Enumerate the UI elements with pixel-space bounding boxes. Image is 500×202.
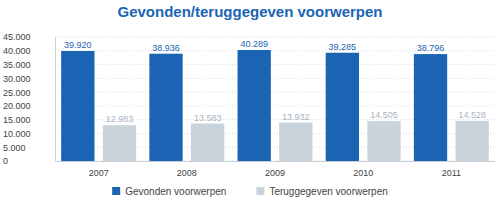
bar — [414, 54, 447, 161]
x-tick-label: 2011 — [442, 168, 461, 178]
data-label: 14.505 — [370, 110, 398, 120]
x-tick-label: 2009 — [265, 168, 285, 178]
title: Gevonden/teruggegeven voorwerpen — [117, 3, 382, 20]
data-labels: 39.920 38.936 40.289 39.285 38.796 12.983 13.5… — [64, 39, 486, 124]
data-label: 13.583 — [194, 113, 222, 123]
y-tick: 20.000 — [3, 101, 55, 111]
bar — [279, 123, 312, 161]
y-tick: 40.000 — [3, 46, 55, 56]
bar — [456, 121, 489, 161]
bar — [367, 121, 400, 161]
y-tick-label: 15.000 — [3, 115, 31, 125]
y-tick: 45.000 — [3, 32, 55, 42]
bar — [326, 53, 359, 161]
x-tick: 2008 — [177, 161, 197, 178]
grid-line — [55, 37, 495, 38]
y-tick: 25.000 — [3, 87, 55, 97]
y-tick-label: 0 — [3, 156, 8, 166]
y-tick-label: 5.000 — [3, 143, 26, 153]
y-axis: 0 5.000 10.000 15.000 20.000 25.000 30.000 35.0… — [3, 32, 56, 166]
legend-swatch — [112, 187, 120, 195]
y-tick: 35.000 — [3, 60, 55, 70]
bar — [103, 125, 136, 161]
data-label: 12.983 — [106, 114, 134, 124]
y-axis-line — [55, 38, 56, 162]
bar — [191, 124, 224, 161]
data-label: 38.796 — [417, 43, 445, 53]
bars — [61, 50, 489, 161]
bar — [149, 54, 182, 161]
chart: Gevonden/teruggegeven voorwerpen 0 5.000 10… — [0, 0, 500, 202]
x-tick: 2010 — [353, 161, 373, 178]
data-label: 38.936 — [152, 43, 180, 53]
x-axis-line — [56, 161, 496, 162]
plot: 0 5.000 10.000 15.000 20.000 25.000 30.000 35.0… — [3, 32, 496, 178]
legend-label: Teruggegeven voorwerpen — [269, 186, 387, 197]
y-tick-label: 40.000 — [3, 46, 31, 56]
y-tick-label: 25.000 — [3, 87, 31, 97]
x-tick-label: 2007 — [89, 168, 109, 178]
y-tick: 15.000 — [3, 115, 55, 125]
data-label: 14.528 — [458, 110, 486, 120]
x-tick: 2007 — [89, 161, 109, 178]
y-tick: 0 — [3, 156, 55, 166]
y-tick: 5.000 — [3, 143, 55, 153]
y-tick-label: 30.000 — [3, 74, 31, 84]
x-tick: 2011 — [442, 161, 461, 178]
bar — [61, 51, 94, 161]
y-tick-label: 20.000 — [3, 101, 31, 111]
legend-swatch — [256, 187, 264, 195]
y-tick-label: 10.000 — [3, 129, 31, 139]
legend-item: Gevonden voorwerpen — [112, 186, 226, 197]
grid — [55, 37, 495, 161]
y-tick: 10.000 — [3, 129, 55, 139]
x-axis: 2007 2008 2009 2010 2011 — [56, 161, 496, 178]
y-tick-label: 45.000 — [3, 32, 31, 42]
x-tick-label: 2008 — [177, 168, 197, 178]
x-tick: 2009 — [265, 161, 285, 178]
bar — [238, 50, 271, 161]
data-label: 39.920 — [64, 40, 92, 50]
legend-item: Teruggegeven voorwerpen — [256, 186, 387, 197]
x-tick-label: 2010 — [353, 168, 373, 178]
data-label: 39.285 — [329, 42, 357, 52]
legend: Gevonden voorwerpen Teruggegeven voorwerp… — [112, 186, 388, 197]
legend-label: Gevonden voorwerpen — [125, 186, 226, 197]
data-label: 40.289 — [240, 39, 268, 49]
y-tick: 30.000 — [3, 74, 55, 84]
data-label: 13.932 — [282, 112, 310, 122]
y-tick-label: 35.000 — [3, 60, 31, 70]
